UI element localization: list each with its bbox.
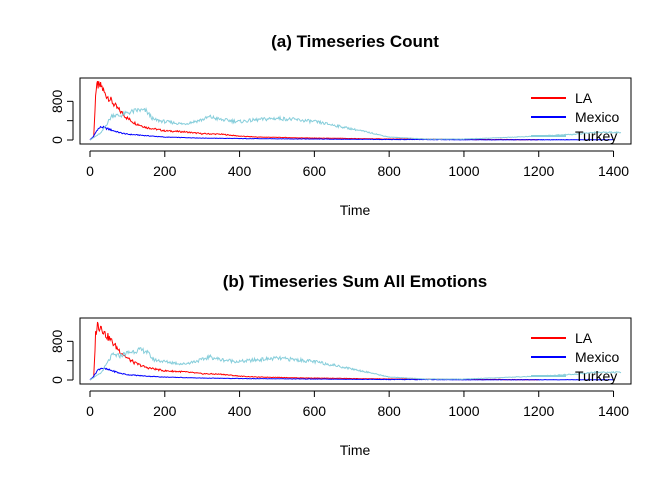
legend: LA Mexico Turkey (531, 90, 620, 144)
x-tick-label: 0 (86, 163, 94, 179)
x-tick-label: 1400 (598, 403, 629, 419)
x-tick-label: 1000 (448, 403, 479, 419)
x-tick-label: 600 (303, 163, 327, 179)
legend-label-mexico: Mexico (575, 349, 620, 365)
x-tick-label: 600 (303, 403, 327, 419)
series-line-la (89, 81, 539, 141)
legend-label-turkey: Turkey (575, 128, 617, 144)
chart-panel-a: (a) Timeseries Count Time 0 200 400 600 800 1… (49, 32, 632, 218)
x-tick-label: 400 (228, 163, 252, 179)
y-axis: 0 800 (49, 329, 74, 384)
x-tick-label: 800 (377, 163, 401, 179)
x-tick-label: 200 (153, 163, 177, 179)
legend-label-mexico: Mexico (575, 109, 620, 125)
plot-frame (79, 317, 632, 385)
chart-panel-b: (b) Timeseries Sum All Emotions Time 0 20… (49, 272, 632, 458)
y-axis: 0 800 (49, 89, 74, 144)
x-axis: 0 200 400 600 800 1000 1200 1400 (86, 390, 629, 419)
legend-label-la: LA (575, 90, 593, 106)
legend-label-turkey: Turkey (575, 368, 617, 384)
x-tick-label: 1000 (448, 163, 479, 179)
y-tick-label: 0 (49, 136, 65, 144)
x-axis-label: Time (340, 202, 371, 218)
x-tick-label: 0 (86, 403, 94, 419)
y-tick-label: 800 (49, 89, 65, 113)
x-tick-label: 1400 (598, 163, 629, 179)
series-group (89, 321, 622, 381)
x-tick-label: 1200 (523, 163, 554, 179)
series-line-mexico (89, 367, 614, 381)
legend: LA Mexico Turkey (531, 330, 620, 384)
x-tick-label: 800 (377, 403, 401, 419)
plot-frame (79, 77, 632, 145)
x-tick-label: 1200 (523, 403, 554, 419)
y-tick-label: 800 (49, 329, 65, 353)
series-line-la (89, 321, 539, 381)
x-axis-label: Time (340, 442, 371, 458)
x-axis: 0 200 400 600 800 1000 1200 1400 (86, 150, 629, 179)
chart-title: (b) Timeseries Sum All Emotions (223, 272, 488, 291)
legend-label-la: LA (575, 330, 593, 346)
x-tick-label: 200 (153, 403, 177, 419)
series-group (89, 81, 622, 141)
y-tick-label: 0 (49, 376, 65, 384)
x-tick-label: 400 (228, 403, 252, 419)
series-line-mexico (89, 125, 614, 141)
chart-title: (a) Timeseries Count (271, 32, 439, 51)
